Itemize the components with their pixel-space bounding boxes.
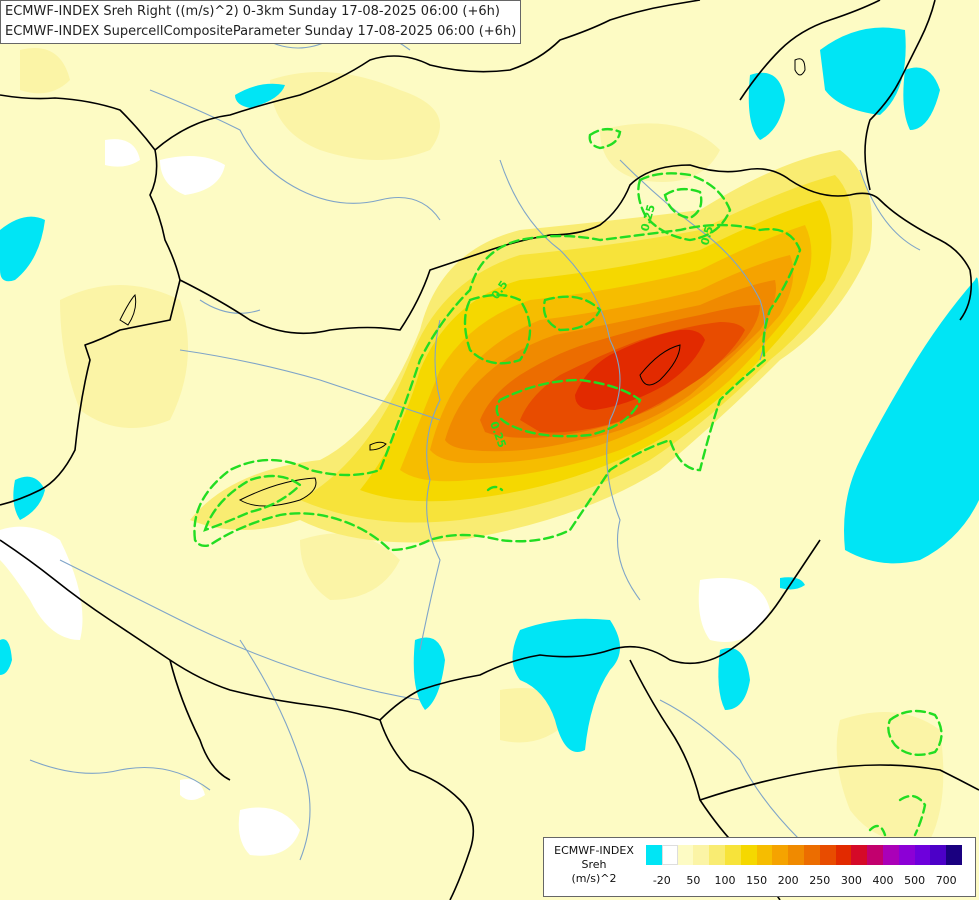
legend-swatch <box>867 845 883 865</box>
scp-contours <box>193 127 943 837</box>
legend-tick-label: -20 <box>652 874 671 887</box>
legend-swatch <box>930 845 947 865</box>
legend-tick-label: 200 <box>777 874 799 887</box>
map-title-line-1: ECMWF-INDEX Sreh Right ((m/s)^2) 0-3km S… <box>5 4 500 19</box>
legend-tick-label: 500 <box>904 874 926 887</box>
legend-title-line-1: ECMWF-INDEX <box>554 844 634 857</box>
legend-tick-label: 700 <box>935 874 957 887</box>
legend-swatch <box>740 845 757 865</box>
legend-swatch <box>851 845 868 865</box>
legend-ticks: -20 50 100 150 200 250 300 400 500 700 <box>646 874 971 890</box>
legend-swatch <box>724 845 741 865</box>
map-title-box: ECMWF-INDEX Sreh Right ((m/s)^2) 0-3km S… <box>0 0 522 44</box>
legend-swatches <box>646 845 962 865</box>
map-title-line-2: ECMWF-INDEX SupercellCompositeParameter … <box>5 24 517 39</box>
legend-title-line-2: Sreh <box>581 858 607 871</box>
legend-tick-label: 150 <box>746 874 768 887</box>
lakes <box>119 58 806 507</box>
legend-tick-label: 250 <box>809 874 831 887</box>
legend-swatch <box>693 845 710 865</box>
legend-swatch <box>803 845 820 865</box>
legend-swatch <box>788 845 804 865</box>
legend-tick-label: 50 <box>686 874 701 887</box>
legend-swatch <box>772 845 789 865</box>
negative-sreh-areas <box>0 27 979 752</box>
legend-swatch <box>914 845 931 865</box>
legend-swatch <box>709 845 725 865</box>
legend-swatch <box>946 845 962 865</box>
legend-swatch <box>898 845 915 865</box>
contour-label: 0.5 <box>698 225 716 247</box>
legend-swatch <box>661 845 678 865</box>
legend-title-line-3: (m/s)^2 <box>571 872 617 885</box>
legend-swatch <box>677 845 694 865</box>
legend-title: ECMWF-INDEX Sreh (m/s)^2 <box>544 844 644 886</box>
high-sreh-plume <box>190 150 872 543</box>
color-legend: ECMWF-INDEX Sreh (m/s)^2 -20 50 100 150 200 2… <box>543 837 976 897</box>
legend-swatch <box>819 845 836 865</box>
legend-tick-label: 300 <box>840 874 862 887</box>
legend-swatch <box>835 845 852 865</box>
legend-swatch <box>756 845 773 865</box>
legend-swatch <box>646 845 662 865</box>
legend-tick-label: 400 <box>872 874 894 887</box>
legend-tick-label: 100 <box>714 874 736 887</box>
legend-swatch <box>882 845 899 865</box>
